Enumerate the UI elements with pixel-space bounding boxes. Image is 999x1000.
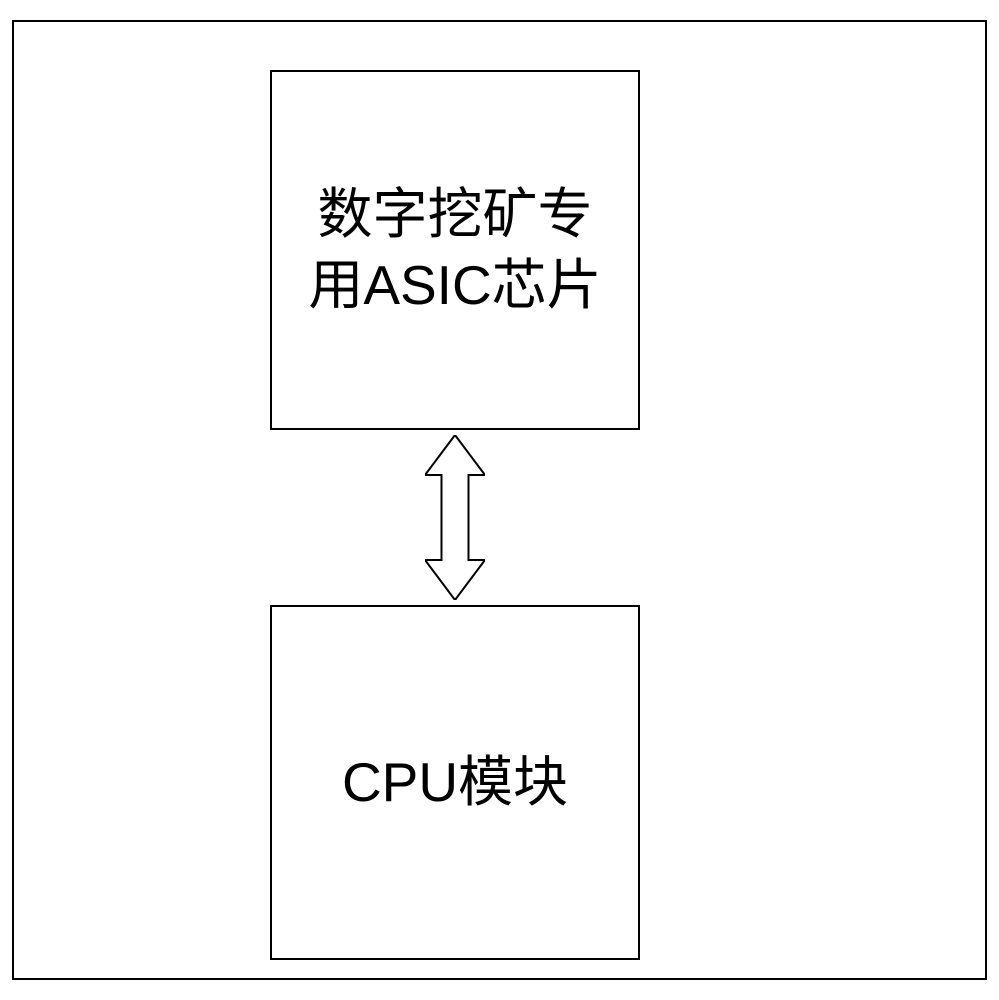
cpu-module-box: CPU模块 xyxy=(270,605,640,960)
cpu-module-label: CPU模块 xyxy=(342,747,568,819)
asic-chip-label: 数字挖矿专 用ASIC芯片 xyxy=(308,179,601,322)
bidirectional-arrow xyxy=(425,435,485,600)
asic-chip-box: 数字挖矿专 用ASIC芯片 xyxy=(270,70,640,430)
arrow-icon xyxy=(425,435,485,600)
asic-label-line1: 数字挖矿专 xyxy=(317,183,592,245)
asic-label-line2: 用ASIC芯片 xyxy=(308,254,601,316)
